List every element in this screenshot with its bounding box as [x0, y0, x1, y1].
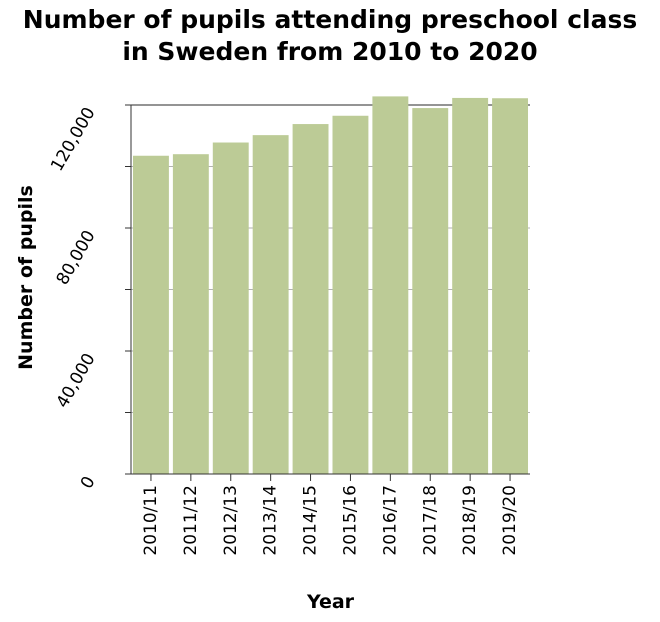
- y-tick-label: 80,000: [53, 227, 100, 289]
- x-tick-label: 2011/12: [181, 485, 201, 556]
- x-ticks: 2010/11 2011/12 2012/13 2013/14 2014/15 2015/…: [141, 474, 520, 556]
- chart-title-line-2: in Sweden from 2010 to 2020: [122, 37, 538, 66]
- bar-2018-19: [452, 97, 489, 475]
- x-tick-label: 2018/19: [460, 485, 480, 556]
- bar-2013-14: [252, 135, 289, 474]
- x-tick-label: 2019/20: [500, 485, 520, 556]
- chart-title-line-1: Number of pupils attending preschool cla…: [22, 5, 638, 34]
- bar-2012-13: [212, 142, 249, 474]
- bars: [132, 96, 529, 475]
- y-tick-label: 0: [77, 473, 100, 492]
- x-tick-label: 2016/17: [380, 485, 400, 556]
- bar-2015-16: [332, 115, 369, 474]
- x-tick-label: 2012/13: [221, 485, 241, 556]
- chart-title: Number of pupils attending preschool cla…: [0, 4, 660, 68]
- bar-2014-15: [292, 124, 329, 474]
- y-axis-title: Number of pupils: [15, 185, 37, 370]
- x-tick-label: 2014/15: [301, 485, 321, 556]
- x-tick-label: 2013/14: [261, 485, 281, 556]
- x-tick-label: 2010/11: [141, 485, 161, 556]
- y-ticks: 0 40,000 80,000 120,000: [47, 104, 131, 492]
- y-tick-label: 120,000: [47, 104, 99, 175]
- bar-2016-17: [372, 96, 409, 474]
- bar-2019-20: [492, 98, 529, 475]
- bar-2010-11: [132, 155, 169, 475]
- x-axis-title: Year: [306, 591, 355, 613]
- y-tick-label: 40,000: [53, 350, 100, 412]
- bar-2017-18: [412, 108, 449, 474]
- x-tick-label: 2015/16: [340, 485, 360, 556]
- bar-2011-12: [172, 154, 209, 474]
- x-tick-label: 2017/18: [420, 485, 440, 556]
